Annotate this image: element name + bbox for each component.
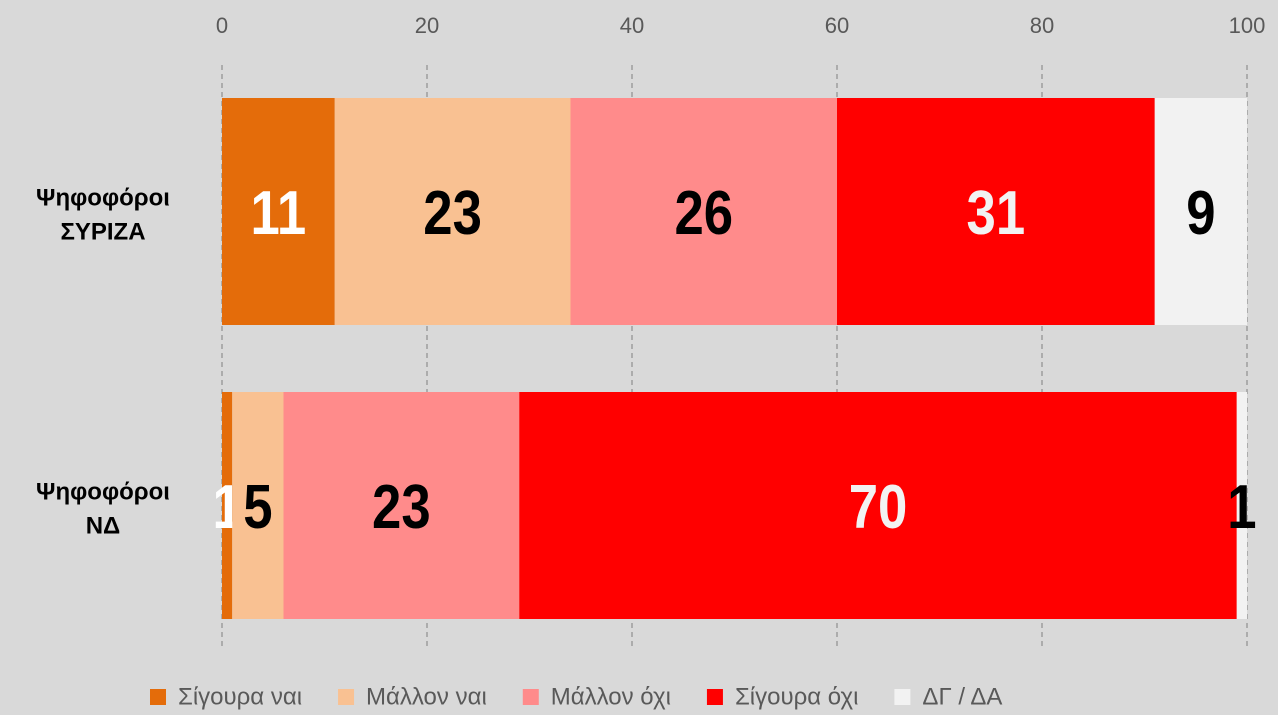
- x-tick-label: 0: [216, 13, 228, 38]
- x-tick-label: 40: [620, 13, 644, 38]
- legend-swatch: [522, 689, 539, 705]
- bar-segment: [519, 392, 1237, 619]
- legend-label: ΔΓ / ΔΑ: [922, 684, 1002, 711]
- value-label: 23: [372, 473, 431, 542]
- bar-segment: [1236, 392, 1247, 619]
- legend-label: Σίγουρα ναι: [178, 684, 302, 711]
- bar-segment: [1154, 98, 1247, 325]
- x-tick-label: 80: [1030, 13, 1054, 38]
- category-label: Ψηφοφόροι ΣΥΡΙΖΑ: [36, 185, 170, 246]
- legend-label: Μάλλον όχι: [551, 684, 671, 711]
- x-tick-label: 100: [1229, 13, 1266, 38]
- value-label: 31: [967, 179, 1026, 248]
- value-label: 9: [1186, 179, 1215, 248]
- x-tick-label: 20: [415, 13, 439, 38]
- legend-swatch: [338, 689, 355, 705]
- bar-segment: [570, 98, 837, 325]
- legend-label: Σίγουρα όχι: [735, 684, 858, 711]
- value-label: 5: [243, 473, 272, 542]
- value-label: 1: [1227, 473, 1256, 542]
- bar-segment: [232, 392, 284, 619]
- bar-segment: [283, 392, 520, 619]
- category-label: Ψηφοφόροι ΝΔ: [36, 479, 170, 540]
- legend-swatch: [150, 689, 166, 705]
- legend-swatch: [894, 689, 911, 705]
- value-label: 70: [849, 473, 908, 542]
- legend: Σίγουρα ναι Μάλλον ναι Μάλλον όχι Σίγουρα ό…: [150, 684, 1002, 711]
- value-label: 26: [674, 179, 733, 248]
- x-tick-label: 60: [825, 13, 849, 38]
- bar-segment: [837, 98, 1155, 325]
- bar-segment: [222, 392, 233, 619]
- legend-swatch: [706, 689, 723, 705]
- bar-segment: [334, 98, 571, 325]
- bar-segment: [222, 98, 335, 325]
- legend-label: Μάλλον ναι: [366, 684, 487, 711]
- value-label: 11: [251, 179, 307, 248]
- value-label: 23: [423, 179, 482, 248]
